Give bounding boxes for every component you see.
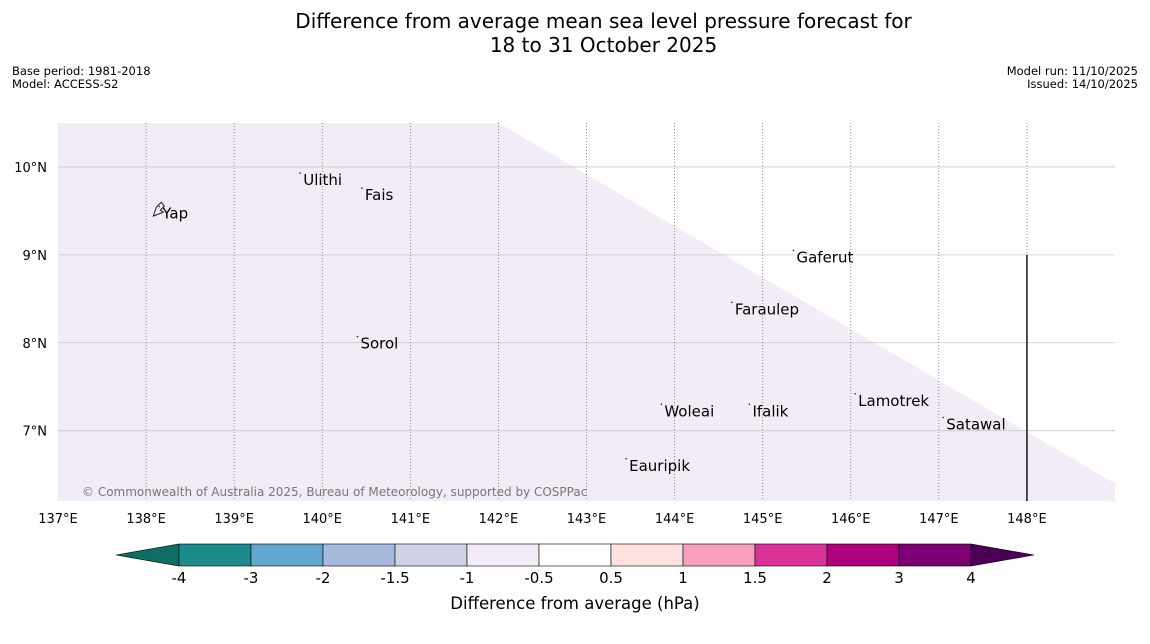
meta-left: Base period: 1981-2018 Model: ACCESS-S2 xyxy=(12,65,151,91)
lon-tick-label: 139°E xyxy=(214,512,254,527)
lon-tick-label: 141°E xyxy=(391,512,431,527)
colorbar-tick-label: -1.5 xyxy=(380,569,410,587)
lon-tick-label: 143°E xyxy=(567,512,607,527)
colorbar-tick-label: 1 xyxy=(678,569,688,587)
base-period: Base period: 1981-2018 xyxy=(12,64,151,78)
place-marker xyxy=(731,301,733,304)
colorbar-segment xyxy=(466,543,540,567)
colorbar-segment xyxy=(754,543,828,567)
lon-tick-label: 145°E xyxy=(743,512,783,527)
colorbar-segment xyxy=(682,543,756,567)
lon-tick-label: 146°E xyxy=(831,512,871,527)
colorbar-tick-label: 0.5 xyxy=(599,569,623,587)
place-label: Fais xyxy=(365,186,394,204)
lat-tick-label: 9°N xyxy=(23,249,48,264)
place-marker xyxy=(158,205,161,208)
colorbar-tick-label: 2 xyxy=(822,569,832,587)
place-marker xyxy=(792,249,795,252)
lon-tick-label: 140°E xyxy=(302,512,342,527)
place-marker xyxy=(625,458,627,460)
colorbar-tick-label: 1.5 xyxy=(743,569,767,587)
place-label: Satawal xyxy=(946,415,1005,433)
place-marker xyxy=(660,403,663,406)
lat-tick-label: 7°N xyxy=(23,425,48,440)
title-line-1: Difference from average mean sea level p… xyxy=(295,9,912,33)
lon-tick-label: 147°E xyxy=(919,512,959,527)
issued-date: Issued: 14/10/2025 xyxy=(1027,77,1138,91)
place-label: Gaferut xyxy=(796,248,853,266)
place-label: Ulithi xyxy=(303,171,342,189)
chart-title: Difference from average mean sea level p… xyxy=(0,9,1150,57)
place-marker xyxy=(942,416,945,419)
colorbar-segment xyxy=(610,543,684,567)
model-run: Model run: 11/10/2025 xyxy=(1006,64,1138,78)
place-marker xyxy=(854,392,856,395)
colorbar-under-triangle xyxy=(115,543,180,567)
colorbar-segment xyxy=(394,543,468,567)
place-label: Sorol xyxy=(360,335,398,353)
place-label: Faraulep xyxy=(735,300,799,318)
lon-tick-label: 138°E xyxy=(126,512,166,527)
colorbar-segment xyxy=(322,543,396,567)
colorbar-tick-label: -0.5 xyxy=(524,569,554,587)
colorbar-tick-label: -4 xyxy=(171,569,187,587)
place-label: Lamotrek xyxy=(858,392,929,410)
colorbar-segment xyxy=(826,543,900,567)
colorbar-tick-label: -1 xyxy=(459,569,475,587)
place-marker xyxy=(299,172,302,174)
lon-tick-label: 148°E xyxy=(1007,512,1047,527)
copyright-notice: © Commonwealth of Australia 2025, Bureau… xyxy=(82,485,588,499)
place-label: Woleai xyxy=(664,402,714,420)
place-marker xyxy=(361,187,363,189)
lon-tick-label: 144°E xyxy=(655,512,695,527)
place-marker xyxy=(748,403,751,406)
place-label: Ifalik xyxy=(752,402,788,420)
colorbar-segment xyxy=(898,543,972,567)
lat-tick-label: 8°N xyxy=(23,337,48,352)
lon-tick-label: 137°E xyxy=(38,512,78,527)
colorbar-segment xyxy=(250,543,324,567)
colorbar-tick-label: -3 xyxy=(243,569,259,587)
meta-right: Model run: 11/10/2025 Issued: 14/10/2025 xyxy=(1007,65,1138,91)
colorbar-tick-label: 4 xyxy=(966,569,976,587)
colorbar-title: Difference from average (hPa) xyxy=(450,594,700,613)
colorbar-segment xyxy=(538,543,612,567)
place-marker xyxy=(356,335,359,338)
model-name: Model: ACCESS-S2 xyxy=(12,77,119,91)
colorbar-tick-label: -2 xyxy=(315,569,331,587)
colorbar-tick-label: 3 xyxy=(894,569,904,587)
yap-island-outline xyxy=(152,201,165,218)
place-label: Yap xyxy=(161,205,188,223)
lat-tick-label: 10°N xyxy=(14,161,47,176)
place-label: Eauripik xyxy=(629,457,690,475)
colorbar-over-triangle xyxy=(970,543,1035,567)
lon-tick-label: 142°E xyxy=(479,512,519,527)
colorbar-segment xyxy=(178,543,252,567)
title-line-2: 18 to 31 October 2025 xyxy=(489,33,718,57)
